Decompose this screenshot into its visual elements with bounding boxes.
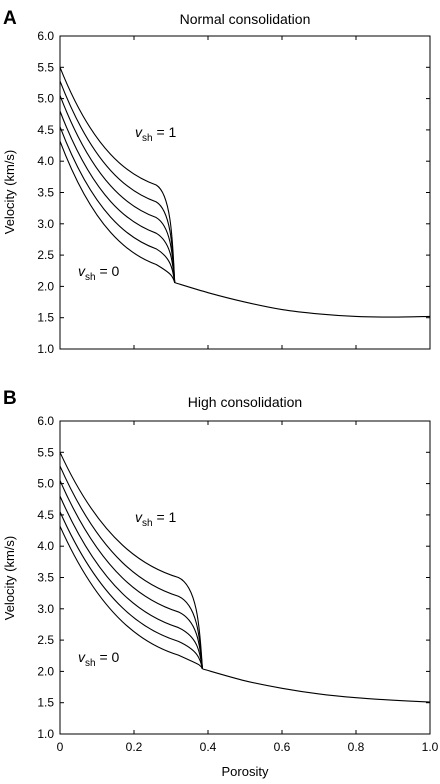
panel-b-x-tick-label: 0.8	[348, 740, 365, 754]
panel-a-y-tick-label: 1.5	[37, 311, 54, 325]
panel-b-title: High consolidation	[188, 394, 302, 410]
panel-a-vsh-curve-0	[59, 67, 176, 283]
panel-a-curves	[59, 67, 431, 318]
panel-a-y-tick-label: 2.5	[37, 248, 54, 262]
panel-b-x-tick-label: 0.2	[126, 740, 143, 754]
panel-b-y-tick-label: 3.5	[37, 571, 54, 585]
panel-b-y-tick-label: 6.0	[37, 414, 54, 428]
panel-a-suspension-tail-curve	[174, 282, 431, 318]
panel-b-y-tick-label: 2.0	[37, 664, 54, 678]
panel-a-vsh-curve-4	[59, 126, 176, 283]
panel-b-vsh-curve-5	[59, 525, 203, 670]
panel-a-y-tick-label: 4.5	[37, 123, 54, 137]
panel-a-y-tick-label: 1.0	[37, 342, 54, 356]
panel-b-vsh-curve-0	[59, 452, 203, 669]
panel-b-y-tick-label: 2.5	[37, 633, 54, 647]
panel-a-y-tick-label: 2.0	[37, 279, 54, 293]
panel-b-y-tick-label: 1.0	[37, 727, 54, 741]
panel-b-y-axis-label: Velocity (km/s)	[2, 536, 17, 621]
panel-b-vsh-curve-2	[59, 480, 203, 669]
panel-a-ticks: 1.0 1.5 2.0 2.5 3.0 3.5 4.0 4.5 5.0 5.5 6.0	[37, 29, 431, 356]
panel-b-y-tick-label: 4.5	[37, 508, 54, 522]
panel-b-y-tick-label: 5.5	[37, 445, 54, 459]
panel-letter-b: B	[3, 388, 17, 409]
panel-a-vsh-curve-3	[59, 110, 176, 283]
panel-b-vsh-curve-1	[59, 465, 203, 669]
panel-a-y-tick-label: 5.0	[37, 92, 54, 106]
panel-b-annotation-vsh-0: vsh = 0	[78, 649, 120, 669]
panel-b-y-tick-label: 1.5	[37, 696, 54, 710]
panel-b-curves	[59, 452, 431, 703]
panel-a-y-tick-label: 5.5	[37, 60, 54, 74]
panel-b-x-tick-label: 0.4	[200, 740, 217, 754]
panel-a-vsh-curve-1	[59, 80, 176, 283]
panel-b-y-tick-label: 5.0	[37, 477, 54, 491]
panel-b-vsh-curve-3	[59, 495, 203, 669]
panel-a-y-tick-label: 3.5	[37, 186, 54, 200]
panel-a-title: Normal consolidation	[180, 11, 311, 27]
panel-a-vsh-curve-2	[59, 95, 176, 283]
panel-b-annotation-vsh-1: vsh = 1	[135, 509, 177, 529]
panel-b-ticks: 1.0 1.5 2.0 2.5 3.0 3.5 4.0 4.5 5.0 5.5 6.0 0 0.2 0.4…	[37, 414, 438, 754]
panel-a-annotation-vsh-1: vsh = 1	[135, 124, 177, 144]
panel-a-y-axis-label: Velocity (km/s)	[2, 150, 17, 235]
panel-a-vsh-curve-5	[59, 140, 176, 283]
panel-b-y-tick-label: 3.0	[37, 602, 54, 616]
panel-a: A Normal consolidation 1.0 1.5 2.0 2.5 3.0 3.…	[2, 8, 431, 356]
panel-a-y-tick-label: 6.0	[37, 29, 54, 43]
panel-a-y-tick-label: 3.0	[37, 217, 54, 231]
panel-b: B High consolidation 1.0 1.5 2.0 2.5 3.0 3.5 4…	[2, 388, 439, 779]
panel-b-y-tick-label: 4.0	[37, 539, 54, 553]
panel-a-annotation-vsh-0: vsh = 0	[78, 263, 120, 283]
panel-a-y-tick-label: 4.0	[37, 154, 54, 168]
x-axis-label: Porosity	[222, 764, 269, 779]
panel-b-x-tick-label: 0	[57, 740, 64, 754]
panel-b-x-tick-label: 0.6	[274, 740, 291, 754]
panel-b-vsh-curve-4	[59, 511, 203, 670]
panel-b-x-tick-label: 1.0	[422, 740, 439, 754]
panel-b-plot-frame	[59, 420, 431, 735]
panel-letter-a: A	[3, 8, 17, 29]
panel-b-suspension-tail-curve	[202, 668, 431, 703]
